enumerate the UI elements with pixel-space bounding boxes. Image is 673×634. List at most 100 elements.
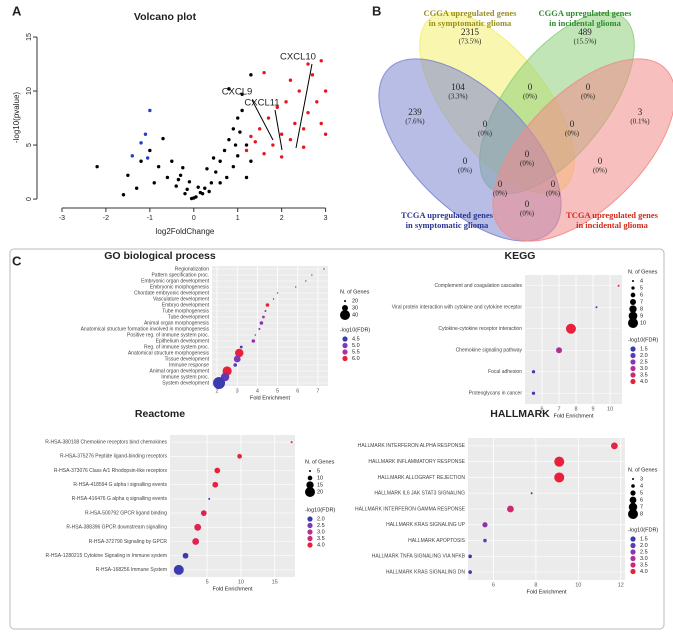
- annotation: CXCL9: [222, 87, 253, 98]
- dot: [235, 348, 244, 358]
- dot: [254, 334, 257, 336]
- point: [143, 132, 148, 136]
- venn-set-label: TCGA upregulated genes: [566, 210, 659, 220]
- x-tick-label: -3: [59, 215, 65, 222]
- term-label: Tissue development: [164, 356, 209, 362]
- venn-set-label: in symptomatic glioma: [429, 18, 512, 28]
- term-label: R-HSA-416476 G alpha q signalling events: [72, 496, 168, 502]
- venn-percent: (73.5%): [459, 38, 482, 46]
- dot: [290, 441, 293, 444]
- venn-count: 0: [463, 156, 468, 166]
- point: [301, 127, 306, 131]
- point: [288, 137, 293, 142]
- dot: [507, 505, 514, 513]
- size-legend-key: [305, 487, 315, 497]
- size-legend-label: 15: [317, 482, 323, 488]
- y-tick-label: 10: [26, 87, 33, 95]
- point: [266, 116, 271, 120]
- point: [257, 127, 262, 131]
- dot: [295, 286, 297, 288]
- size-legend-key: [630, 292, 636, 298]
- venn-count: 239: [408, 107, 422, 117]
- dot: [610, 442, 618, 450]
- venn-count: 0: [525, 199, 530, 209]
- size-legend-key: [628, 311, 638, 321]
- size-legend-key: [629, 496, 637, 504]
- color-legend-key: [630, 568, 636, 575]
- venn-count: 104: [451, 82, 465, 92]
- term-label: Reg. of immune system proc.: [144, 344, 209, 350]
- dot: [595, 306, 598, 309]
- term-label: R-HSA-168256 Immune System: [96, 567, 167, 573]
- size-legend-key: [631, 484, 635, 488]
- venn-percent: (7.6%): [405, 118, 425, 126]
- annotation-line: [274, 109, 283, 151]
- point: [293, 121, 297, 126]
- color-legend-key: [630, 352, 636, 359]
- term-label: Viral protein interaction with cytokine …: [392, 305, 523, 311]
- dot: [311, 274, 313, 276]
- point: [189, 196, 194, 201]
- size-legend-key: [632, 478, 634, 480]
- size-legend-title: N. of Genes: [628, 467, 658, 473]
- size-legend-title: N. of Genes: [340, 289, 370, 295]
- term-label: HALLMARK INTERFERON GAMMA RESPONSE: [355, 506, 466, 512]
- venn-set-label: in symptomatic glioma: [406, 220, 489, 230]
- size-legend-key: [632, 280, 634, 282]
- size-legend-key: [307, 475, 313, 481]
- size-legend-key: [629, 305, 637, 313]
- term-label: Chordate embryonic development: [134, 290, 210, 296]
- point: [319, 59, 323, 63]
- color-legend-label: 2.0: [317, 516, 325, 522]
- term-label: R-HSA-388396 GPCR downstream signalling: [66, 525, 167, 531]
- size-legend-label: 8: [640, 306, 643, 312]
- term-label: Vasculature development: [153, 296, 210, 302]
- plot-background: [525, 275, 622, 404]
- point: [121, 193, 126, 197]
- chart-title: Volcano plot: [134, 11, 197, 23]
- dot: [468, 570, 472, 574]
- dot: [276, 292, 279, 294]
- term-label: HALLMARK KRAS SIGNALING DN: [386, 569, 466, 575]
- point: [244, 175, 249, 180]
- x-tick-label: 9: [592, 406, 595, 412]
- term-label: R-HSA-372790 Signaling by GPCR: [89, 539, 168, 545]
- dot: [531, 370, 536, 374]
- point: [236, 116, 240, 120]
- point: [310, 73, 315, 77]
- dot: [251, 339, 256, 343]
- point: [145, 156, 150, 160]
- dot: [323, 268, 325, 270]
- dot: [265, 303, 270, 307]
- term-label: Animal organ development: [150, 368, 210, 374]
- venn-percent: (0%): [493, 190, 508, 198]
- point: [279, 155, 284, 159]
- dot: [554, 456, 565, 467]
- point: [275, 105, 279, 109]
- size-legend-key: [630, 299, 636, 305]
- color-legend-key: [630, 549, 636, 555]
- dot: [483, 538, 487, 543]
- venn-percent: (0%): [520, 160, 535, 168]
- venn-count: 0: [528, 82, 533, 92]
- color-legend-key: [630, 372, 636, 378]
- x-tick-label: 4: [256, 388, 259, 394]
- dot: [272, 298, 275, 300]
- chart-title: Reactome: [135, 408, 185, 420]
- color-legend-label: 4.0: [640, 379, 648, 385]
- point: [170, 159, 174, 163]
- venn-percent: (0.1%): [630, 118, 650, 126]
- dot: [262, 315, 265, 319]
- term-label: Anatomical structure morphogenesis: [128, 350, 210, 356]
- venn-count: 3: [638, 107, 643, 117]
- x-tick-label: 7: [558, 406, 561, 412]
- size-legend-label: 5: [640, 490, 643, 496]
- point: [284, 100, 288, 104]
- x-tick-label: 10: [575, 582, 581, 588]
- size-legend-label: 5: [317, 468, 320, 474]
- color-legend-label: 3.0: [640, 556, 648, 562]
- size-legend-label: 30: [352, 305, 358, 311]
- point: [227, 137, 231, 142]
- color-legend-key: [307, 522, 313, 529]
